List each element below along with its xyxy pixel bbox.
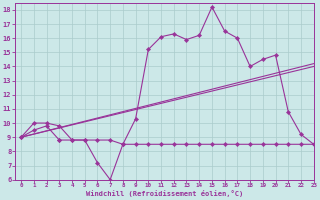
X-axis label: Windchill (Refroidissement éolien,°C): Windchill (Refroidissement éolien,°C) xyxy=(86,190,243,197)
